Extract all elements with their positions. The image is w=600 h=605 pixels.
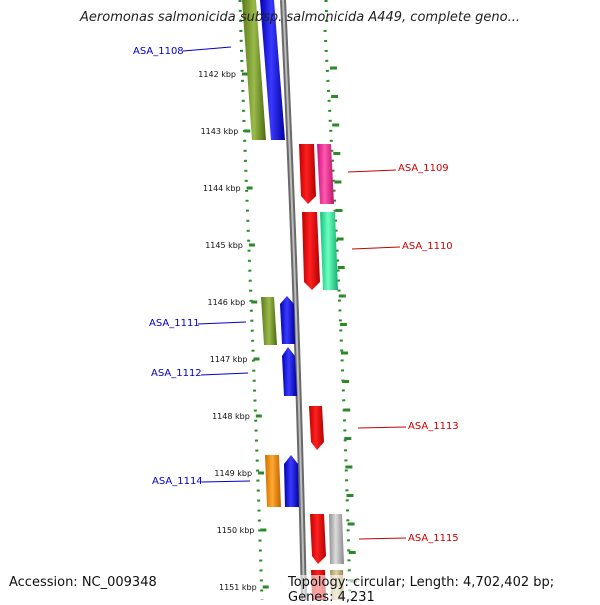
gene-leader-line xyxy=(351,246,401,250)
gene-asa-1111-blue[interactable] xyxy=(280,296,295,344)
genome-backbone-highlight xyxy=(282,0,305,600)
gene-leader-line xyxy=(358,537,407,540)
gene-label[interactable]: ASA_1113 xyxy=(408,421,459,432)
gene-asa-1114-blue[interactable] xyxy=(284,455,299,507)
topology-text: Topology: circular; Length: 4,702,402 bp… xyxy=(288,575,600,605)
gene-leader-line xyxy=(197,321,247,325)
ruler-tick-label: 1151 kbp xyxy=(219,583,257,592)
accession-text: Accession: NC_009348 xyxy=(9,575,157,590)
gene-leader-line xyxy=(200,372,249,376)
gene-asa-1109-red[interactable] xyxy=(299,144,316,204)
gene-asa-1112-blue[interactable] xyxy=(282,347,297,396)
gene-labels: ASA_1108 ASA_1109 ASA_1110 ASA_1111 ASA_1112… xyxy=(133,46,459,544)
gene-label[interactable]: ASA_1115 xyxy=(408,533,459,544)
gene-asa-1113-red[interactable] xyxy=(309,406,324,450)
ruler-tick-label: 1144 kbp xyxy=(203,184,241,193)
ruler-tick-label: 1147 kbp xyxy=(210,355,248,364)
ruler-tick-label: 1148 kbp xyxy=(212,412,250,421)
gene-asa-1115-gray[interactable] xyxy=(329,514,344,564)
ruler-tick-label: 1142 kbp xyxy=(198,70,236,79)
gene-label[interactable]: ASA_1114 xyxy=(152,476,203,487)
gene-label[interactable]: ASA_1111 xyxy=(149,318,200,329)
gene-label[interactable]: ASA_1109 xyxy=(398,163,449,174)
ruler-tick-label: 1145 kbp xyxy=(205,241,243,250)
gene-label[interactable]: ASA_1108 xyxy=(133,46,184,57)
gene-label[interactable]: ASA_1112 xyxy=(151,368,202,379)
genome-title: Aeromonas salmonicida subsp. salmonicida… xyxy=(80,10,520,25)
gene-asa-1109-pink[interactable] xyxy=(317,144,334,204)
gene-leader-line xyxy=(201,480,251,483)
gene-asa-1108-blue[interactable] xyxy=(260,0,285,140)
gene-asa-1110-red[interactable] xyxy=(302,212,320,290)
gene-asa-1114-orange[interactable] xyxy=(265,455,281,507)
gene-asa-1110-teal[interactable] xyxy=(320,212,338,290)
gene-asa-1108-olive[interactable] xyxy=(242,0,266,140)
gene-asa-1115-red[interactable] xyxy=(310,514,326,564)
right-ruler-ticks xyxy=(330,66,357,583)
ruler-tick-label: 1146 kbp xyxy=(207,298,245,307)
gene-asa-1111-olive[interactable] xyxy=(261,297,277,345)
gene-leader-line xyxy=(357,426,407,429)
gene-leader-line xyxy=(182,46,232,52)
ruler-tick-label: 1150 kbp xyxy=(217,526,255,535)
left-ruler-ticks: 1142 kbp 1143 kbp 1144 kbp 1145 kbp 1146 kbp… xyxy=(198,70,269,592)
ruler-tick-label: 1149 kbp xyxy=(214,469,252,478)
gene-label[interactable]: ASA_1110 xyxy=(402,241,453,252)
ruler-tick-label: 1143 kbp xyxy=(201,127,239,136)
gene-leader-line xyxy=(347,169,397,173)
